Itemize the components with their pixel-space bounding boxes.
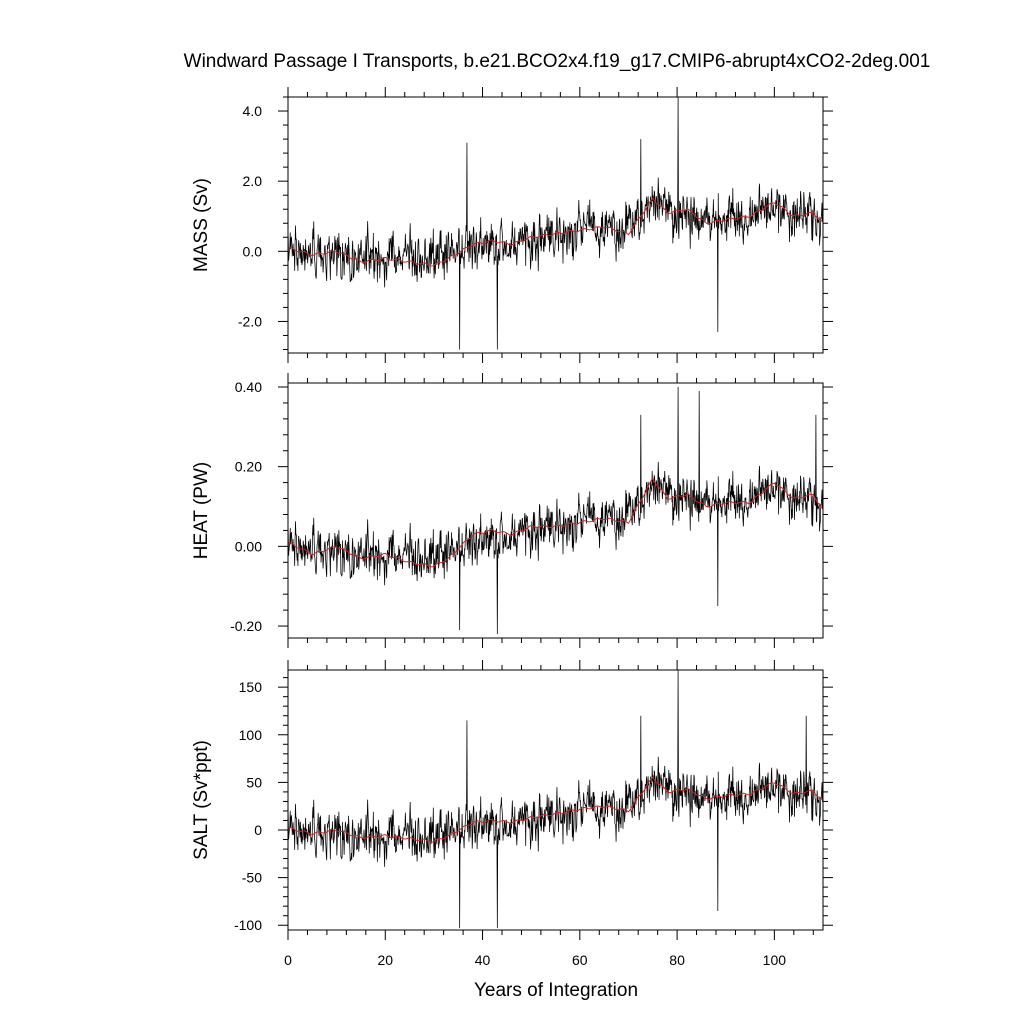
chart-title: Windward Passage I Transports, b.e21.BCO… [184,51,931,72]
y-tick-label: 0.20 [235,459,262,475]
plot-frame [287,669,824,931]
x-tick-label: 0 [284,952,292,968]
y-axis-label: HEAT (PW) [191,462,212,559]
y-tick-label: 50 [246,774,262,790]
y-tick-label: 0.00 [235,538,262,554]
raw-series-line [288,386,823,635]
panel-2: -0.20 0.00 0.20 0.40 HEAT (PW) [191,373,833,648]
y-tick-label: -100 [234,917,262,933]
y-tick-label: 150 [239,679,263,695]
y-tick-label: -2.0 [238,313,262,329]
panels-container: -2.0 0.0 2.0 4.0 MASS (Sv) -0.20 0.00 0.20 0.40 H… [191,87,833,968]
plot-frame [287,96,824,354]
y-tick-label: 0 [254,822,262,838]
y-tick-label: -0.20 [230,618,262,634]
x-axis-label: Years of Integration [474,980,638,1001]
y-tick-label: 4.0 [243,103,263,119]
x-tick-label: 40 [475,952,491,968]
y-axis-label: MASS (Sv) [191,178,212,272]
plot-frame [287,382,824,639]
smoothed-series-line [288,776,823,843]
y-tick-label: -50 [242,870,262,886]
raw-series-line [288,97,823,350]
smoothed-series-line [288,197,823,267]
x-tick-label: 20 [377,952,393,968]
panel-1: -2.0 0.0 2.0 4.0 MASS (Sv) [191,87,833,363]
smoothed-series-line [288,477,823,568]
y-tick-label: 0.40 [235,379,262,395]
y-tick-label: 2.0 [243,173,263,189]
panel-3: -100 -50 0 50 100 150 SALT (Sv*ppt) 0 20 40 60 80 10… [191,660,833,968]
x-tick-label: 60 [572,952,588,968]
raw-series-line [288,670,823,929]
x-tick-label: 100 [763,952,787,968]
y-tick-label: 100 [239,727,263,743]
x-tick-label: 80 [669,952,685,968]
y-tick-label: 0.0 [243,243,263,259]
y-axis-label: SALT (Sv*ppt) [191,740,212,860]
